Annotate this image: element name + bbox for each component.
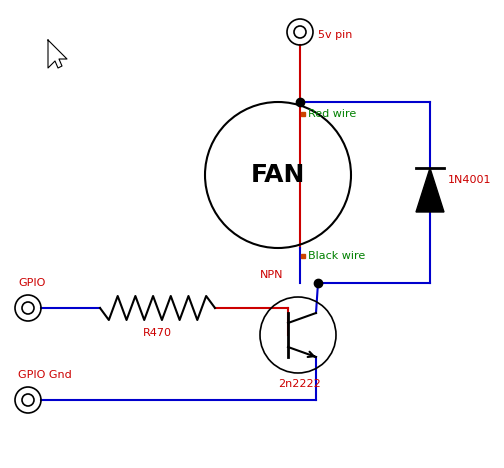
Text: NPN: NPN: [260, 270, 283, 280]
Text: Black wire: Black wire: [308, 251, 365, 261]
Polygon shape: [416, 168, 444, 212]
Text: 2n2222: 2n2222: [278, 379, 321, 389]
Text: Red wire: Red wire: [308, 109, 356, 119]
Text: GPIO: GPIO: [18, 278, 45, 288]
Text: FAN: FAN: [251, 163, 305, 187]
Text: 1N4001: 1N4001: [448, 175, 491, 185]
Text: 5v pin: 5v pin: [318, 30, 352, 40]
Text: R470: R470: [143, 328, 172, 338]
Polygon shape: [48, 40, 67, 68]
Text: GPIO Gnd: GPIO Gnd: [18, 370, 72, 380]
